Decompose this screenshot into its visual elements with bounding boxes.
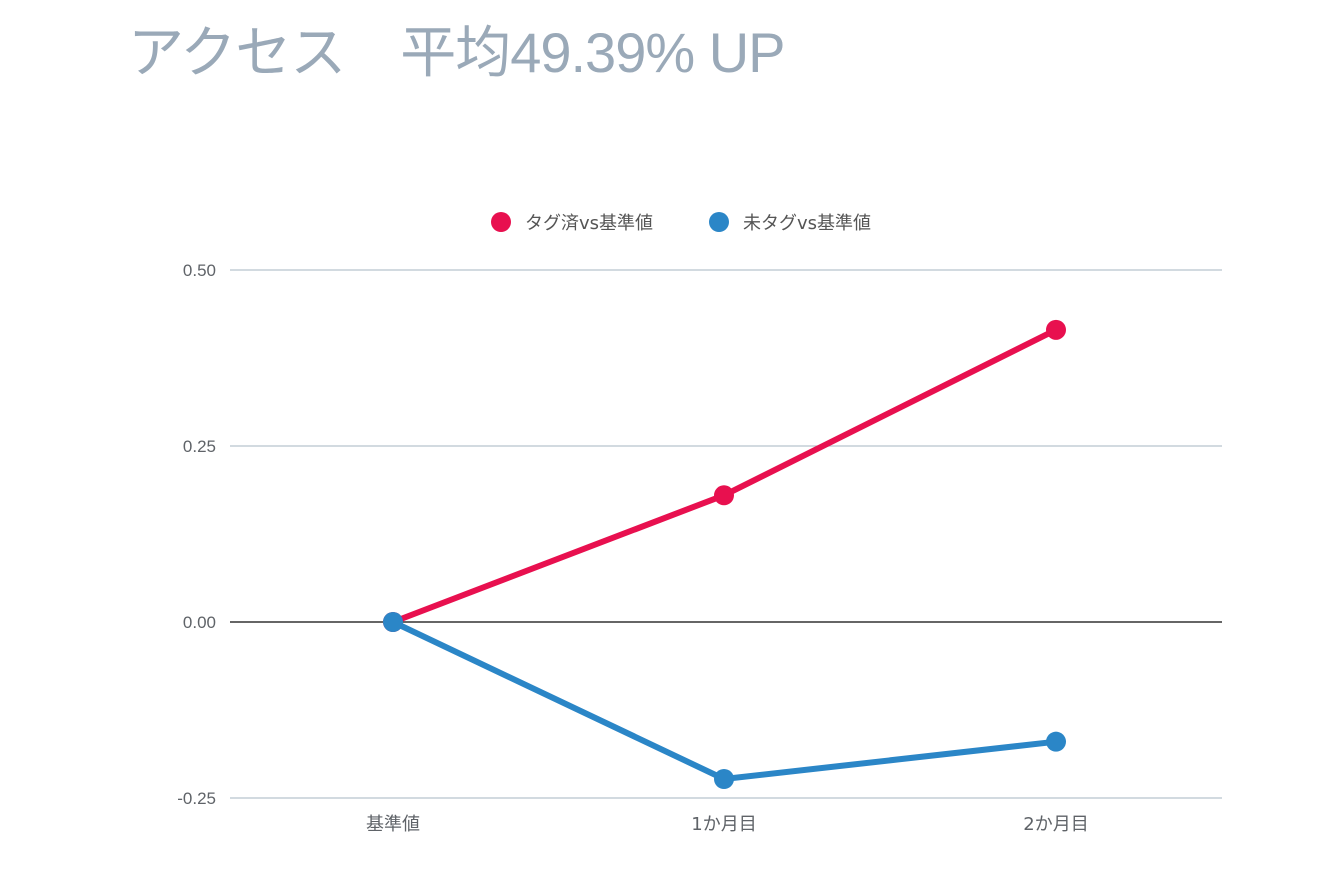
series-2 (383, 612, 1066, 789)
data-point (1046, 319, 1066, 340)
chart-gridlines (230, 269, 1222, 799)
y-axis-ticks: 0.50 0.25 0.00 -0.25 (177, 261, 216, 808)
data-point (1046, 731, 1066, 752)
x-axis-ticks: 基準値 1か月目 2か月目 (366, 814, 1089, 835)
legend-label: 未タグvs基準値 (743, 213, 871, 234)
data-point (714, 768, 734, 789)
y-tick-label: 0.00 (183, 613, 216, 632)
x-tick-label: 1か月目 (691, 814, 756, 835)
x-tick-label: 2か月目 (1023, 814, 1088, 835)
legend-item: タグ済vs基準値 (491, 212, 653, 234)
y-tick-label: -0.25 (177, 789, 216, 808)
series-line (390, 619, 1059, 782)
chart-legend: タグ済vs基準値 未タグvs基準値 (491, 212, 871, 234)
legend-label: タグ済vs基準値 (525, 213, 653, 234)
data-point (383, 612, 403, 632)
legend-item: 未タグvs基準値 (709, 212, 871, 234)
chart-series (383, 319, 1066, 789)
legend-marker (709, 212, 729, 232)
data-point (714, 485, 734, 506)
series-line (390, 326, 1059, 625)
page-title: アクセス 平均49.39% UP (128, 21, 785, 84)
y-tick-label: 0.50 (183, 261, 216, 280)
series-1 (383, 319, 1066, 632)
y-tick-label: 0.25 (183, 437, 216, 456)
x-tick-label: 基準値 (366, 814, 420, 835)
legend-marker (491, 212, 511, 232)
